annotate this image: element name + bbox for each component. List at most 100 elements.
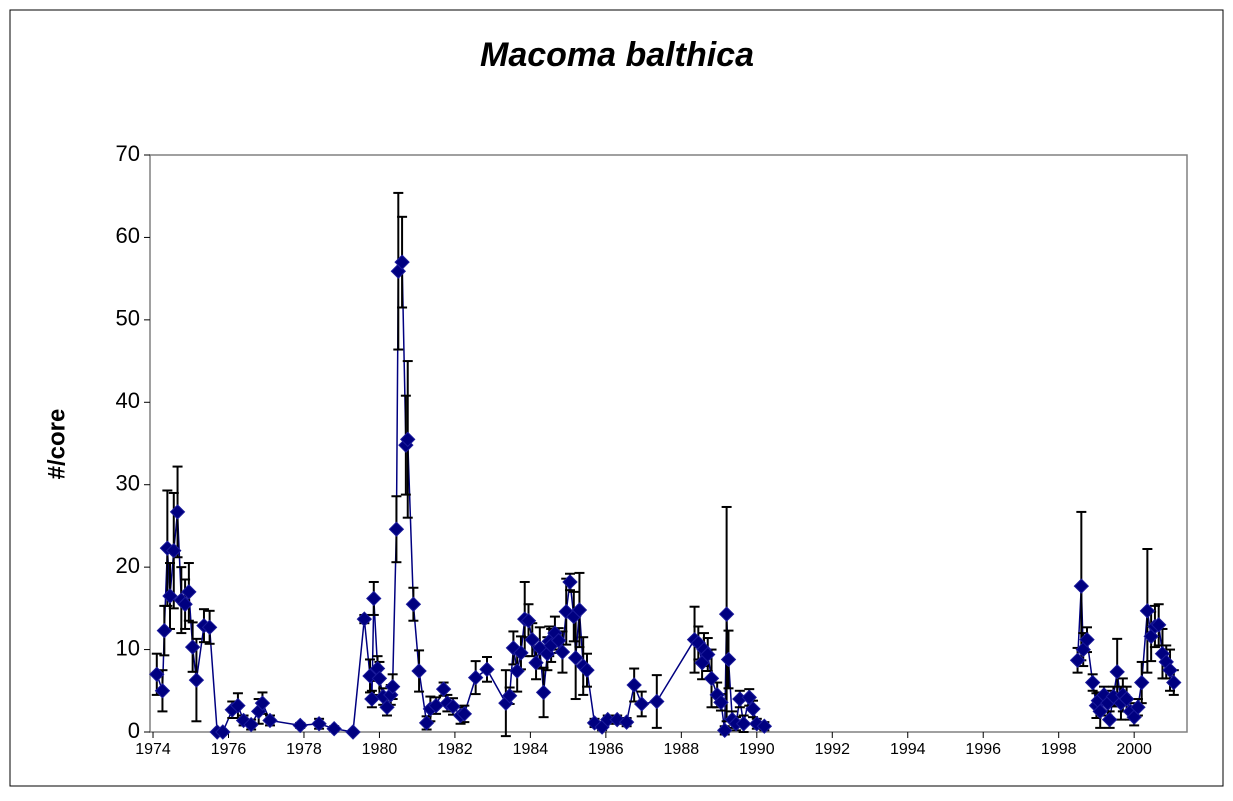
y-tick-label: 20 xyxy=(116,553,140,578)
y-tick-label: 60 xyxy=(116,223,140,248)
marker xyxy=(524,631,540,648)
marker xyxy=(154,683,171,699)
marker xyxy=(509,663,525,679)
marker xyxy=(184,639,201,655)
plot-area xyxy=(149,154,1188,733)
marker xyxy=(235,712,252,729)
x-tick-label: 1998 xyxy=(1041,741,1077,758)
x-tick-label: 2000 xyxy=(1116,741,1152,758)
chart-title: Macoma balthica xyxy=(480,36,754,74)
marker xyxy=(400,431,416,448)
marker xyxy=(1150,617,1167,633)
x-tick-label: 1984 xyxy=(513,741,549,758)
y-tick-label: 70 xyxy=(116,141,140,166)
marker xyxy=(554,644,571,660)
marker xyxy=(467,669,484,686)
marker xyxy=(166,542,182,559)
marker xyxy=(445,698,461,715)
marker xyxy=(383,687,399,703)
marker xyxy=(1109,664,1125,680)
marker xyxy=(326,720,342,737)
y-tick-label: 0 xyxy=(128,718,140,743)
marker xyxy=(388,521,405,537)
marker xyxy=(1134,674,1150,691)
marker xyxy=(1162,662,1178,678)
marker xyxy=(379,699,395,715)
marker xyxy=(618,714,635,730)
y-tick-label: 10 xyxy=(116,635,140,660)
marker xyxy=(562,574,578,590)
marker xyxy=(633,696,650,712)
marker xyxy=(230,697,246,714)
x-tick-label: 1986 xyxy=(588,741,624,758)
marker xyxy=(571,602,588,618)
marker xyxy=(366,590,382,607)
x-tick-label: 1980 xyxy=(362,741,398,758)
marker xyxy=(713,694,729,711)
marker xyxy=(1084,674,1101,691)
marker xyxy=(177,596,193,612)
x-tick-label: 1988 xyxy=(664,741,700,758)
marker xyxy=(345,724,361,740)
marker xyxy=(1126,709,1142,725)
marker xyxy=(718,606,735,622)
marker xyxy=(1166,674,1182,691)
marker xyxy=(703,670,720,687)
x-tick-label: 1994 xyxy=(890,741,926,758)
marker xyxy=(567,650,584,666)
marker xyxy=(411,663,427,679)
marker xyxy=(262,712,278,729)
marker xyxy=(756,718,773,734)
marker xyxy=(520,613,537,629)
marker xyxy=(156,622,173,639)
marker xyxy=(215,724,231,740)
marker xyxy=(435,681,452,697)
marker xyxy=(384,678,401,695)
y-tick-label: 50 xyxy=(116,306,140,331)
marker xyxy=(1079,631,1095,648)
marker xyxy=(626,677,642,693)
marker xyxy=(1101,711,1118,728)
marker xyxy=(735,716,752,732)
marker xyxy=(394,254,410,270)
marker xyxy=(745,701,761,717)
y-tick-label: 30 xyxy=(116,471,140,496)
marker xyxy=(292,717,308,734)
marker xyxy=(405,596,422,612)
marker xyxy=(1092,703,1108,720)
marker xyxy=(311,716,327,732)
marker xyxy=(371,670,388,687)
x-tick-label: 1996 xyxy=(965,741,1001,758)
marker xyxy=(1130,699,1146,715)
marker xyxy=(501,688,518,704)
marker xyxy=(550,632,567,649)
marker xyxy=(456,706,473,722)
y-tick-label: 40 xyxy=(116,388,140,413)
marker xyxy=(356,611,373,627)
marker xyxy=(720,651,737,668)
marker xyxy=(149,666,165,683)
x-tick-label: 1978 xyxy=(286,741,322,758)
marker xyxy=(418,715,435,731)
marker xyxy=(243,716,259,733)
marker xyxy=(535,684,552,701)
marker xyxy=(362,668,378,684)
x-tick-label: 1992 xyxy=(814,741,850,758)
x-tick-label: 1982 xyxy=(437,741,473,758)
marker xyxy=(1073,578,1090,594)
marker xyxy=(700,646,716,663)
marker xyxy=(741,689,757,706)
marker xyxy=(181,584,197,600)
marker xyxy=(1069,652,1086,668)
marker xyxy=(162,588,178,604)
x-tick-label: 1974 xyxy=(135,741,171,758)
marker xyxy=(201,619,218,636)
marker xyxy=(505,640,522,656)
marker xyxy=(513,645,529,661)
x-tick-label: 1976 xyxy=(211,741,247,758)
marker xyxy=(1139,603,1156,619)
marker xyxy=(254,695,271,711)
marker xyxy=(717,722,733,739)
marker xyxy=(579,662,595,678)
x-tick-label: 1990 xyxy=(739,741,775,758)
